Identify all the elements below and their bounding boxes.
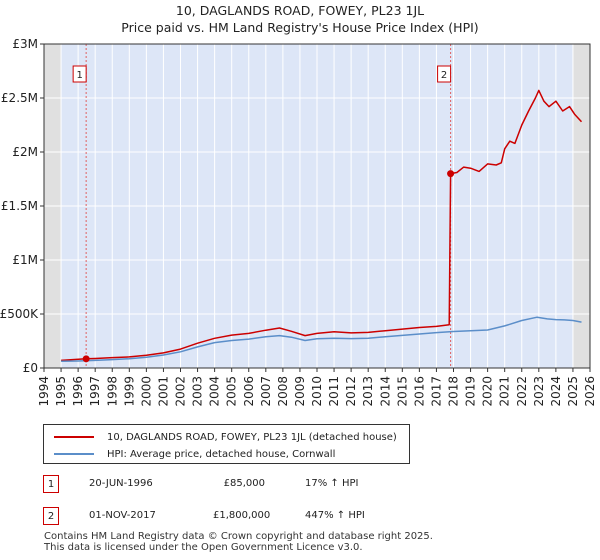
x-tick-label: 2018 bbox=[447, 376, 461, 407]
x-tick-label: 2000 bbox=[139, 376, 153, 407]
transaction-price: £85,000 bbox=[223, 478, 265, 489]
transaction-date: 01-NOV-2017 bbox=[89, 510, 156, 521]
y-tick-label: £2.5M bbox=[1, 91, 38, 105]
x-tick-label: 2025 bbox=[566, 376, 580, 407]
chart-subtitle: Price paid vs. HM Land Registry's House … bbox=[121, 20, 479, 35]
y-tick-label: £1.5M bbox=[1, 199, 38, 213]
transaction-badge: 2 bbox=[43, 507, 59, 525]
marker-badge-2 bbox=[437, 65, 452, 83]
x-axis: 1994 1995 1996 1997 1998 1999 2000 2001 2002 2003… bbox=[37, 368, 597, 407]
y-tick-label: £1M bbox=[12, 253, 38, 267]
x-tick-label: 1998 bbox=[105, 376, 119, 407]
marker-badge-1 bbox=[72, 65, 87, 83]
transaction-row: 1 20-JUN-1996 £85,000 17% ↑ HPI bbox=[43, 475, 563, 495]
y-axis: £0 £500K £1M £1.5M £2M £2.5M £3M bbox=[0, 37, 44, 375]
x-tick-label: 2005 bbox=[225, 376, 239, 407]
x-tick-label: 2015 bbox=[395, 376, 409, 407]
x-tick-label: 2021 bbox=[498, 376, 512, 407]
x-tick-label: 1997 bbox=[88, 376, 102, 407]
series-lines bbox=[61, 89, 583, 363]
x-tick-label: 2009 bbox=[293, 376, 307, 407]
transaction-hpi-change: 17% ↑ HPI bbox=[305, 478, 359, 489]
x-tick-label: 2012 bbox=[344, 376, 358, 407]
x-tick-label: 2016 bbox=[412, 376, 426, 407]
y-tick-label: £3M bbox=[12, 37, 38, 51]
legend-label-property: 10, DAGLANDS ROAD, FOWEY, PL23 1JL (deta… bbox=[107, 431, 397, 443]
x-tick-label: 2007 bbox=[259, 376, 273, 407]
transaction-price: £1,800,000 bbox=[213, 510, 271, 521]
sale-point-1 bbox=[82, 355, 90, 363]
x-tick-label: 2023 bbox=[532, 376, 546, 407]
series-line-hpi bbox=[61, 316, 582, 363]
sale-points bbox=[82, 170, 455, 363]
x-tick-label: 1995 bbox=[54, 376, 68, 407]
x-tick-label: 2020 bbox=[481, 376, 495, 407]
x-tick-label: 1994 bbox=[37, 376, 51, 407]
legend-item-property: 10, DAGLANDS ROAD, FOWEY, PL23 1JL (deta… bbox=[54, 429, 397, 445]
x-tick-label: 1999 bbox=[122, 376, 136, 407]
x-tick-label: 2019 bbox=[464, 376, 478, 407]
transaction-date: 20-JUN-1996 bbox=[89, 478, 153, 489]
legend-label-hpi: HPI: Average price, detached house, Corn… bbox=[107, 448, 336, 460]
x-tick-label: 2026 bbox=[583, 376, 597, 407]
plot-frame bbox=[43, 43, 591, 369]
y-tick-label: £2M bbox=[12, 145, 38, 159]
legend: 10, DAGLANDS ROAD, FOWEY, PL23 1JL (deta… bbox=[43, 424, 410, 464]
x-tick-label: 2008 bbox=[276, 376, 290, 407]
legend-item-hpi: HPI: Average price, detached house, Corn… bbox=[54, 446, 335, 462]
x-tick-label: 1996 bbox=[71, 376, 85, 407]
x-tick-label: 2003 bbox=[191, 376, 205, 407]
y-tick-label: £500K bbox=[0, 307, 39, 321]
marker-badge-label-2: 2 bbox=[441, 70, 447, 81]
legend-swatch-hpi bbox=[54, 453, 94, 455]
y-tick-label: £0 bbox=[23, 361, 38, 375]
series-line-property bbox=[61, 89, 583, 362]
legend-swatch-property bbox=[54, 436, 94, 438]
footer-copyright: Contains HM Land Registry data © Crown c… bbox=[44, 531, 433, 542]
x-tick-label: 2011 bbox=[327, 376, 341, 407]
x-tick-label: 2017 bbox=[429, 376, 443, 407]
transaction-hpi-change: 447% ↑ HPI bbox=[305, 510, 365, 521]
sale-point-2 bbox=[447, 170, 455, 178]
x-tick-label: 2004 bbox=[208, 376, 222, 407]
x-tick-label: 2010 bbox=[310, 376, 324, 407]
footer-licence: This data is licensed under the Open Gov… bbox=[44, 542, 363, 553]
x-tick-label: 2013 bbox=[361, 376, 375, 407]
x-tick-label: 2014 bbox=[378, 376, 392, 407]
marker-badge-label-1: 1 bbox=[76, 70, 82, 81]
transaction-badge: 1 bbox=[43, 475, 59, 493]
x-tick-label: 2001 bbox=[156, 376, 170, 407]
chart-title: 10, DAGLANDS ROAD, FOWEY, PL23 1JL bbox=[175, 3, 425, 18]
x-tick-label: 2002 bbox=[174, 376, 188, 407]
x-tick-label: 2006 bbox=[242, 376, 256, 407]
x-tick-label: 2022 bbox=[515, 376, 529, 407]
x-tick-label: 2024 bbox=[549, 376, 563, 407]
transaction-row: 2 01-NOV-2017 £1,800,000 447% ↑ HPI bbox=[43, 507, 563, 527]
